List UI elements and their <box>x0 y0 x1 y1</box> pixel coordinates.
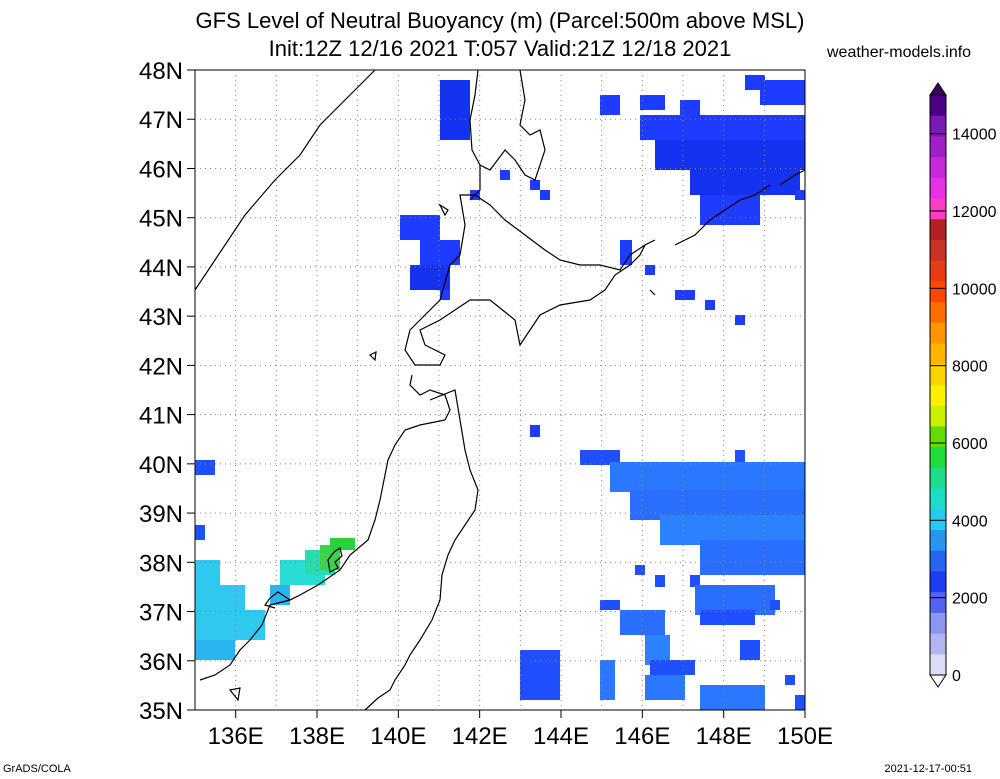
colorbar-segment <box>930 281 946 303</box>
colorbar-segment <box>930 322 946 345</box>
colorbar-segment <box>930 385 946 407</box>
colorbar-segment <box>930 426 946 448</box>
colorbar-segment <box>930 405 946 427</box>
lon-tick-label: 138E <box>289 723 345 750</box>
lat-tick-label: 47N <box>139 107 183 134</box>
colorbar-label: 10000 <box>952 281 997 298</box>
lon-tick-label: 140E <box>370 723 426 750</box>
map-subtitle: Init:12Z 12/16 2021 T:057 Valid:21Z 12/1… <box>268 36 732 61</box>
colorbar-segment <box>930 343 946 365</box>
colorbar-label: 6000 <box>952 436 988 453</box>
lat-tick-label: 40N <box>139 452 183 479</box>
colorbar-label: 2000 <box>952 591 988 608</box>
colorbar-segment <box>930 633 946 655</box>
colorbar-label: 14000 <box>952 127 997 144</box>
lat-tick-label: 38N <box>139 550 183 577</box>
lat-tick-label: 39N <box>139 501 183 528</box>
lon-tick-label: 144E <box>533 723 589 750</box>
lat-tick-label: 48N <box>139 58 183 85</box>
colorbar-bottom-arrow <box>929 674 947 688</box>
colorbar-segment <box>930 115 946 137</box>
colorbar <box>929 82 947 688</box>
colorbar-segment <box>930 364 946 386</box>
colorbar-segment <box>930 571 946 593</box>
footer-software: GrADS/COLA <box>3 763 71 775</box>
colorbar-segment <box>930 550 946 572</box>
lon-tick-label: 150E <box>777 723 833 750</box>
lat-tick-label: 45N <box>139 206 183 233</box>
footer-timestamp: 2021-12-17-00:51 <box>884 763 972 775</box>
colorbar-label: 12000 <box>952 204 997 221</box>
colorbar-segment <box>930 447 946 469</box>
lon-tick-label: 148E <box>696 723 752 750</box>
colorbar-segment <box>930 219 946 241</box>
coastlines <box>194 69 806 711</box>
lat-tick-label: 44N <box>139 255 183 282</box>
colorbar-label: 0 <box>952 668 961 685</box>
lon-tick-label: 136E <box>208 723 264 750</box>
colorbar-segment <box>930 530 946 552</box>
lat-tick-label: 43N <box>139 304 183 331</box>
colorbar-segment <box>930 488 946 510</box>
lat-tick-label: 35N <box>139 698 183 725</box>
colorbar-segment <box>930 654 946 676</box>
colorbar-segment <box>930 95 946 117</box>
colorbar-segment <box>930 240 946 262</box>
lat-tick-label: 36N <box>139 649 183 676</box>
colorbar-top-arrow <box>929 82 947 96</box>
lat-tick-label: 46N <box>139 156 183 183</box>
colorbar-segment <box>930 177 946 200</box>
lat-tick-label: 37N <box>139 600 183 627</box>
colorbar-segment <box>930 612 946 635</box>
site-credit: weather-models.info <box>827 44 972 61</box>
shading-layer <box>195 75 805 710</box>
colorbar-segment <box>930 136 946 158</box>
colorbar-label: 4000 <box>952 513 988 530</box>
map-title: GFS Level of Neutral Buoyancy (m) (Parce… <box>195 8 805 33</box>
colorbar-segment <box>930 198 946 220</box>
colorbar-segment <box>930 260 946 282</box>
lat-tick-label: 42N <box>139 353 183 380</box>
colorbar-segment <box>930 302 946 324</box>
lon-tick-label: 146E <box>614 723 670 750</box>
colorbar-segment <box>930 157 946 179</box>
colorbar-segment <box>930 467 946 490</box>
lat-tick-label: 41N <box>139 403 183 430</box>
colorbar-label: 8000 <box>952 359 988 376</box>
colorbar-segment <box>930 592 946 614</box>
lon-tick-label: 142E <box>452 723 508 750</box>
